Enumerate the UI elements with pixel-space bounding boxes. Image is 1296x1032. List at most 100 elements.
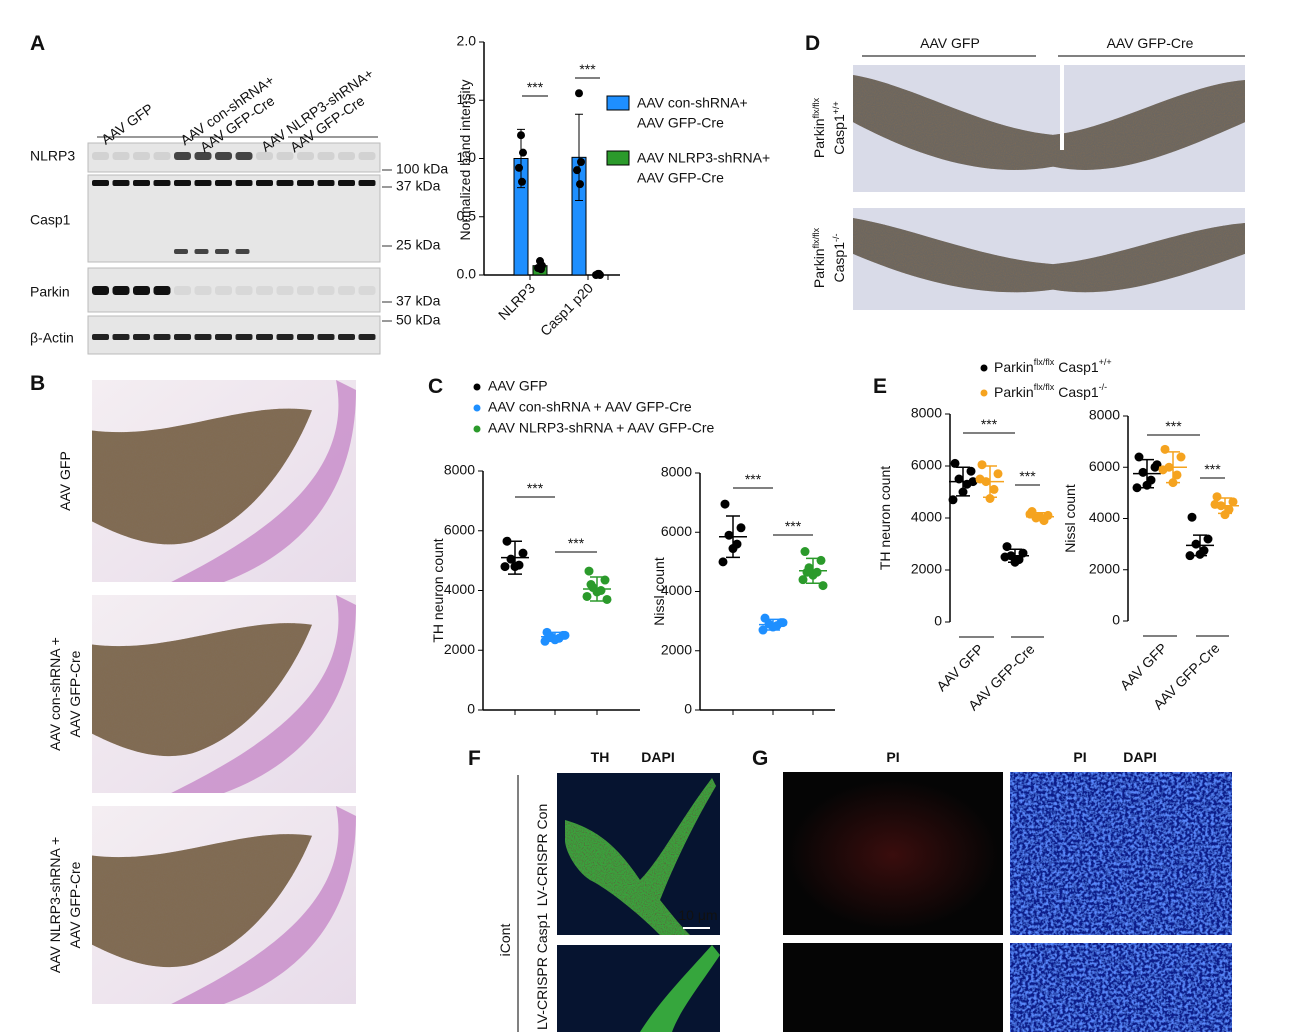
y-tick-label: 8000	[661, 464, 692, 480]
y-tick-label: 2000	[911, 561, 942, 577]
blot-band	[112, 334, 130, 340]
blot-band	[174, 249, 188, 254]
y-tick-label: 4000	[444, 581, 475, 597]
blot-band	[215, 180, 232, 186]
data-point	[584, 566, 594, 576]
significance: ***	[579, 61, 596, 77]
legend-label: AAV con-shRNA+	[637, 95, 748, 111]
neuron	[640, 945, 720, 1032]
label-sup: flx/flx	[811, 227, 821, 248]
blot-band	[174, 286, 191, 295]
blot-band	[297, 286, 314, 295]
stained-region	[92, 623, 312, 757]
data-point	[800, 547, 810, 557]
blot-band	[338, 286, 355, 295]
data-point	[977, 460, 987, 470]
data-point	[818, 581, 828, 591]
row-label: AAV GFP-Cre	[67, 650, 83, 737]
error-bar	[766, 618, 780, 631]
fluorescence-image	[1010, 943, 1232, 1032]
error-bar	[956, 466, 970, 497]
data-point	[576, 180, 584, 189]
data-point	[518, 177, 526, 186]
data-point	[537, 265, 545, 274]
blot-band	[317, 180, 335, 186]
y-tick-label: 0.0	[457, 266, 477, 282]
y-axis-label: Nissl count	[1062, 484, 1078, 553]
legend-label: AAV GFP-Cre	[637, 170, 724, 186]
legend-label: AAV GFP	[488, 378, 548, 394]
label-sup: flx/flx	[1034, 357, 1055, 367]
blot-row-label: β-Actin	[30, 330, 74, 346]
blot-band	[256, 152, 273, 160]
blot-band	[235, 180, 253, 186]
y-tick-label: 1.0	[457, 149, 477, 165]
label-sup: -/-	[1099, 382, 1108, 392]
data-point	[1172, 470, 1182, 480]
data-point	[515, 163, 523, 172]
data-point	[577, 157, 585, 166]
blot-band	[194, 286, 212, 295]
blot-frame	[87, 142, 381, 173]
error-bar	[508, 540, 522, 575]
significance: ***	[527, 480, 544, 496]
legend-marker	[980, 389, 988, 397]
legend-label: Parkinflx/flx Casp1-/-	[994, 382, 1107, 399]
blot-band	[235, 249, 250, 254]
blot-band	[215, 249, 229, 254]
blot-band	[112, 180, 130, 186]
error-bar	[726, 515, 740, 559]
data-point	[798, 575, 808, 585]
y-tick-label: 0	[1112, 612, 1120, 628]
fluorescence-image	[1010, 772, 1232, 935]
data-point	[950, 458, 960, 468]
error-bar	[1193, 534, 1207, 557]
significance: ***	[981, 416, 998, 432]
blot-band	[297, 180, 314, 186]
data-point	[1187, 512, 1197, 522]
blot-band	[92, 286, 109, 295]
row-label: LV-CRISPR Con	[534, 804, 550, 906]
channel-label: TH	[591, 749, 610, 765]
data-point	[573, 166, 581, 175]
data-point	[502, 536, 512, 546]
stained-region	[92, 834, 312, 968]
data-point	[1210, 499, 1220, 509]
blot-frame	[87, 315, 381, 355]
column-label: AAV GFP-Cre	[1107, 35, 1194, 51]
blot-band	[153, 334, 171, 340]
data-point	[506, 554, 516, 564]
y-tick-label: 2000	[661, 641, 692, 657]
channel-label: DAPI	[641, 749, 674, 765]
blot-band	[133, 180, 150, 186]
channel-label: PI	[886, 749, 899, 765]
marker-label: 37 kDa	[396, 178, 441, 194]
error-bar	[1218, 497, 1232, 515]
channel-label: DAPI	[1123, 749, 1156, 765]
data-point	[1185, 551, 1195, 561]
error-bar	[1166, 451, 1180, 484]
data-point	[518, 548, 528, 558]
label-base: Casp1	[1058, 359, 1099, 375]
blot-band	[174, 334, 191, 340]
data-point	[1000, 552, 1010, 562]
data-point	[985, 494, 995, 503]
legend-label: AAV NLRP3-shRNA + AAV GFP-Cre	[488, 420, 714, 436]
blot-band	[194, 152, 212, 160]
blot-band	[133, 334, 150, 340]
label-sup: flx/flx	[811, 97, 821, 118]
y-tick-label: 2000	[444, 641, 475, 657]
data-point	[724, 530, 734, 540]
label-base: Parkin	[994, 384, 1034, 400]
blot-frame	[87, 267, 381, 313]
error-bar	[548, 631, 562, 643]
scale-bar-label: 10 μm	[678, 907, 717, 923]
data-point	[993, 469, 1003, 479]
significance: ***	[745, 471, 762, 487]
label-base: Parkin	[994, 359, 1034, 375]
data-point	[575, 89, 583, 98]
blot-band	[92, 180, 109, 186]
legend-marker	[473, 383, 481, 391]
y-tick-label: 8000	[911, 405, 942, 421]
column-label: AAV GFP	[920, 35, 980, 51]
